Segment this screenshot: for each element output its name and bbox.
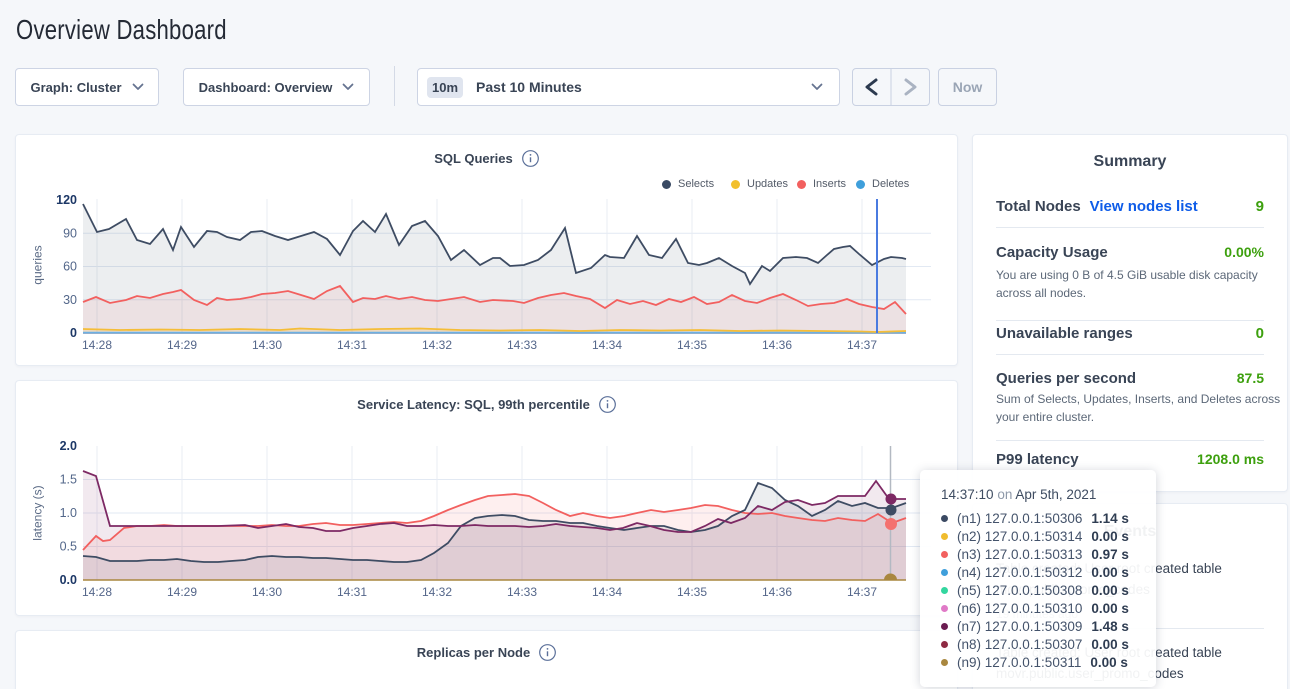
svg-text:14:36: 14:36 — [762, 585, 792, 599]
svg-text:14:28: 14:28 — [82, 338, 112, 352]
svg-text:60: 60 — [63, 260, 77, 274]
svg-text:30: 30 — [63, 293, 77, 307]
svg-text:120: 120 — [56, 193, 77, 207]
svg-text:14:31: 14:31 — [337, 585, 367, 599]
svg-text:1.0: 1.0 — [60, 506, 77, 520]
svg-text:14:30: 14:30 — [252, 585, 282, 599]
svg-text:14:32: 14:32 — [422, 585, 452, 599]
svg-text:14:33: 14:33 — [507, 338, 537, 352]
svg-text:14:32: 14:32 — [422, 338, 452, 352]
svg-text:14:29: 14:29 — [167, 338, 197, 352]
svg-text:14:35: 14:35 — [677, 585, 707, 599]
svg-text:0.5: 0.5 — [60, 540, 77, 554]
svg-text:14:33: 14:33 — [507, 585, 537, 599]
svg-text:1.5: 1.5 — [60, 473, 77, 487]
svg-text:14:34: 14:34 — [592, 338, 622, 352]
svg-text:queries: queries — [31, 245, 45, 284]
svg-text:14:37: 14:37 — [847, 338, 877, 352]
svg-text:0.0: 0.0 — [60, 573, 77, 587]
svg-text:14:34: 14:34 — [592, 585, 622, 599]
svg-text:14:37: 14:37 — [847, 585, 877, 599]
svg-text:14:35: 14:35 — [677, 338, 707, 352]
svg-text:14:31: 14:31 — [337, 338, 367, 352]
svg-text:0: 0 — [70, 326, 77, 340]
svg-text:90: 90 — [63, 226, 77, 240]
svg-text:14:28: 14:28 — [82, 585, 112, 599]
svg-text:2.0: 2.0 — [60, 439, 77, 453]
svg-text:14:29: 14:29 — [167, 585, 197, 599]
svg-text:14:36: 14:36 — [762, 338, 792, 352]
svg-text:14:30: 14:30 — [252, 338, 282, 352]
svg-text:latency (s): latency (s) — [31, 485, 45, 540]
